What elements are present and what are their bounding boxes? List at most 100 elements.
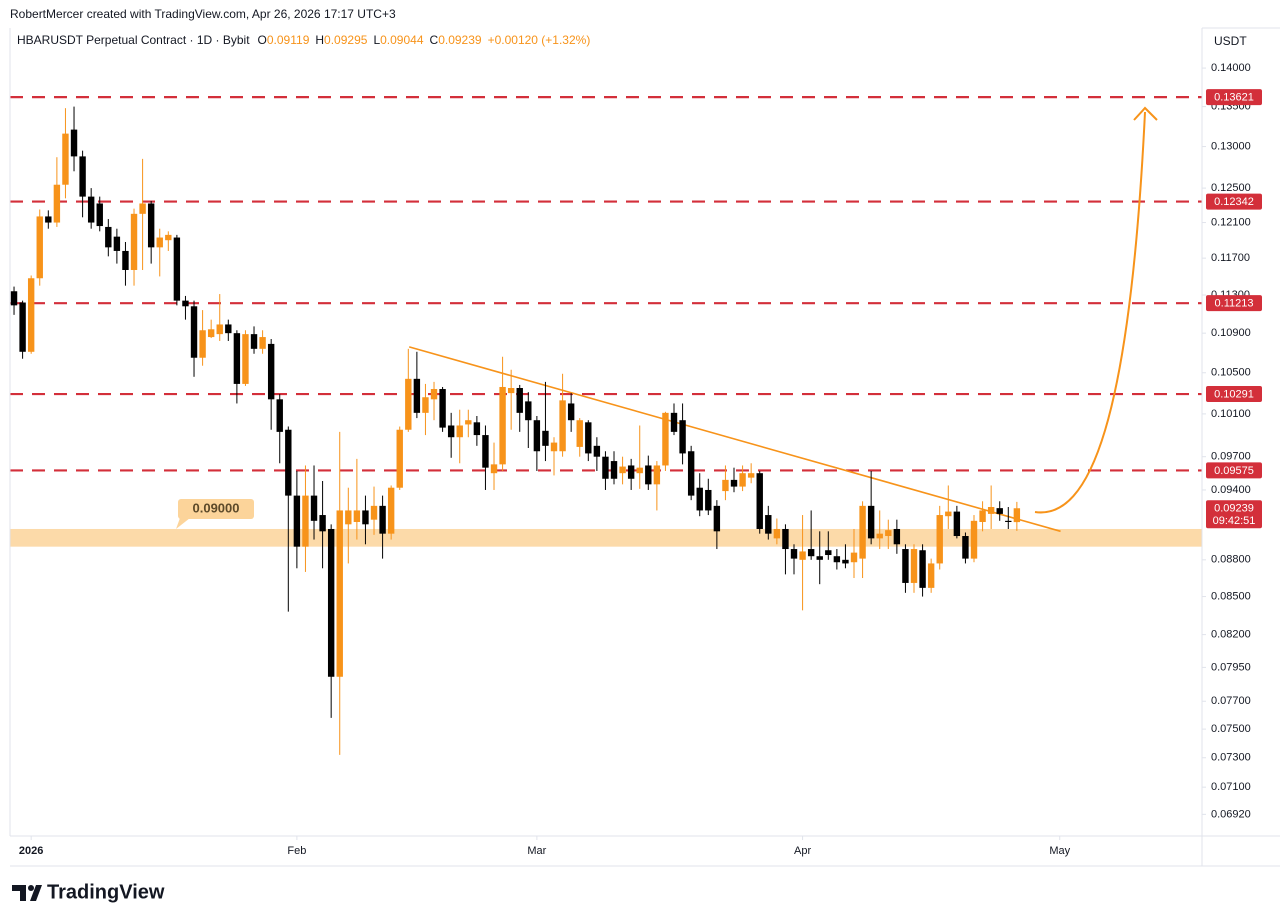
candle-body: [362, 510, 369, 525]
logo-dot: [28, 885, 34, 891]
level-label-box: [1206, 193, 1262, 210]
candle-body: [867, 505, 875, 539]
candle-body: [585, 422, 592, 454]
zone-label: 0.09000: [193, 500, 240, 515]
change: +0.00120 (+1.32%): [488, 33, 591, 47]
candle-body: [482, 435, 489, 468]
candle-body: [893, 528, 901, 545]
x-tick-label: Feb: [287, 845, 306, 857]
y-tick-label: 0.07300: [1211, 752, 1251, 764]
candle-body: [490, 464, 498, 474]
level-label-box: [1206, 386, 1262, 403]
candle-body: [413, 378, 421, 413]
candle-body: [619, 466, 626, 474]
candle-body: [825, 550, 832, 556]
candle-body: [10, 291, 18, 306]
y-tick-label: 0.08200: [1211, 629, 1251, 641]
candle-body: [670, 412, 678, 432]
candle-body: [465, 420, 472, 425]
candle-body: [705, 489, 712, 511]
ohlc-label: O: [258, 33, 267, 47]
symbol-title: HBARUSDT Perpetual Contract · 1D · Bybit: [17, 33, 250, 47]
candle-body: [199, 330, 206, 358]
candle-body: [250, 334, 258, 349]
candle-body: [1005, 520, 1012, 522]
ohlc-value: 0.09295: [324, 33, 368, 47]
candle-body: [979, 510, 986, 522]
candle-body: [139, 203, 146, 214]
y-tick-label: 0.07100: [1211, 781, 1251, 793]
y-tick-label: 0.13000: [1211, 140, 1251, 152]
projection-arrow: [1034, 111, 1146, 514]
candle-body: [319, 515, 326, 532]
candle-body: [533, 420, 541, 452]
credit: RobertMercer created with TradingView.co…: [10, 7, 396, 21]
candle-body: [516, 387, 523, 413]
symbol-legend: HBARUSDT Perpetual Contract · 1D · Bybit…: [17, 33, 590, 47]
candle-body: [773, 528, 781, 539]
level-label: 0.11213: [1215, 298, 1254, 310]
candle-body: [156, 237, 163, 248]
ohlc-value: 0.09119: [267, 33, 310, 47]
candle-body: [396, 429, 403, 488]
candle-body: [807, 549, 815, 557]
y-tick-label: 0.07700: [1211, 695, 1251, 707]
zone-label-tail: [176, 517, 190, 529]
candle-body: [336, 510, 343, 677]
y-tick-label: 0.10500: [1211, 367, 1251, 379]
candle-body: [327, 528, 335, 677]
candle-body: [859, 505, 866, 559]
candle-body: [27, 278, 35, 352]
candle-body: [87, 196, 95, 223]
candle-body: [456, 425, 463, 438]
candle-body: [713, 505, 721, 532]
x-tick-label: May: [1049, 845, 1070, 857]
candle-body: [927, 563, 935, 588]
candle-body: [953, 511, 961, 537]
candle-body: [636, 467, 643, 474]
candle-body: [790, 549, 798, 559]
candle-body: [173, 237, 181, 301]
candle-body: [602, 456, 609, 479]
candle-body: [765, 515, 772, 534]
level-label: 0.09575: [1214, 465, 1254, 477]
candle-body: [53, 184, 61, 223]
candle-body: [379, 505, 386, 534]
candle-body: [567, 403, 575, 421]
logo: TradingView: [12, 881, 165, 903]
candle-body: [276, 399, 283, 432]
candle-body: [833, 556, 841, 563]
level-label-box: [1206, 462, 1262, 479]
last-price-box: [1206, 500, 1262, 529]
candle-body: [45, 216, 52, 223]
candle-body: [190, 306, 198, 358]
candle-body: [970, 520, 978, 559]
candle-body: [559, 400, 566, 452]
candle-body: [910, 549, 918, 583]
candle-body: [182, 300, 189, 307]
y-tick-label: 0.09400: [1211, 484, 1251, 496]
candle-body: [79, 156, 86, 197]
candle-body: [36, 216, 43, 279]
candle-body: [747, 473, 755, 478]
y-tick-label: 0.07950: [1211, 661, 1251, 673]
candle-body: [242, 334, 249, 384]
level-label: 0.13621: [1214, 92, 1254, 104]
level-label-box: [1206, 89, 1262, 106]
x-tick-label: Apr: [794, 845, 811, 857]
support-zone: [10, 528, 1202, 547]
price-pane: 0.09000: [10, 96, 1202, 755]
x-tick-label: Mar: [527, 845, 546, 857]
candle-body: [799, 551, 806, 560]
candle-body: [96, 203, 103, 227]
candle-body: [662, 412, 669, 466]
y-tick-label: 0.10100: [1211, 408, 1251, 420]
y-tick-label: 0.12100: [1211, 216, 1251, 228]
candle-body: [259, 337, 266, 349]
candle-body: [439, 389, 446, 428]
candle-body: [19, 302, 26, 352]
y-tick-label: 0.11700: [1211, 252, 1250, 264]
candle-body: [113, 236, 121, 251]
